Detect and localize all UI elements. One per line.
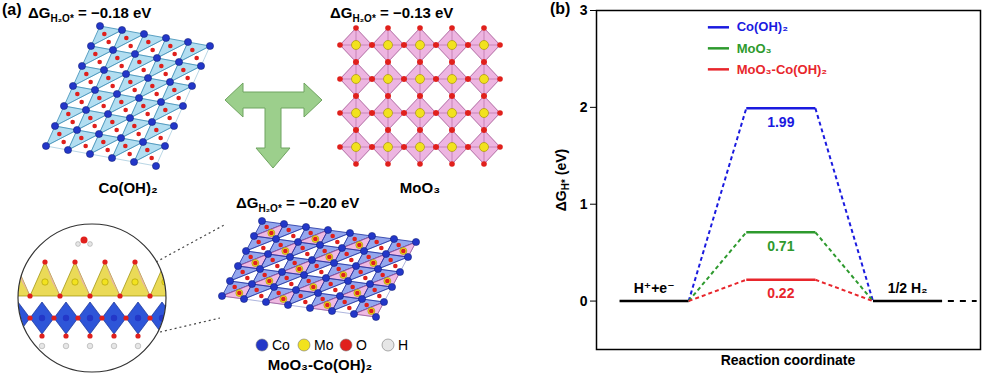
svg-text:0.71: 0.71 (767, 238, 794, 254)
svg-text:ΔGH₂O* = −0.13 eV: ΔGH₂O* = −0.13 eV (330, 4, 453, 24)
svg-text:2: 2 (580, 99, 588, 115)
svg-text:0: 0 (580, 293, 588, 309)
svg-text:1/2 H₂: 1/2 H₂ (888, 280, 928, 296)
svg-text:0.22: 0.22 (767, 285, 794, 301)
svg-text:H⁺+e⁻: H⁺+e⁻ (634, 280, 675, 296)
html-text:Reaction coordinate: Reaction coordinate (720, 352, 856, 368)
svg-text:3: 3 (580, 2, 588, 18)
svg-text:1: 1 (580, 196, 588, 212)
html-text:(b): (b) (550, 0, 571, 17)
svg-text:H: H (398, 337, 408, 353)
svg-text:ΔGH₂O* = −0.20 eV: ΔGH₂O* = −0.20 eV (236, 194, 359, 214)
html-text:(eV): (eV) (552, 148, 569, 180)
svg-text:Co: Co (272, 337, 290, 353)
svg-text:Co(OH)₂: Co(OH)₂ (737, 19, 788, 34)
svg-text:MoO₃: MoO₃ (737, 40, 772, 55)
svg-text:ΔGH₂O* = −0.18 eV: ΔGH₂O* = −0.18 eV (28, 4, 151, 24)
svg-text:Mo: Mo (314, 337, 334, 353)
svg-text:Co(OH)₂: Co(OH)₂ (98, 179, 157, 196)
svg-text:MoO₃-Co(OH)₂: MoO₃-Co(OH)₂ (737, 62, 828, 77)
svg-text:1.99: 1.99 (767, 114, 794, 130)
svg-text:O: O (356, 337, 367, 353)
html-text:H*: H* (560, 179, 572, 191)
svg-text:MoO₃: MoO₃ (400, 179, 440, 196)
html-text:ΔG: ΔG (552, 190, 569, 212)
svg-text:MoO₃-Co(OH)₂: MoO₃-Co(OH)₂ (268, 356, 372, 373)
svg-text:(a): (a) (2, 1, 22, 18)
